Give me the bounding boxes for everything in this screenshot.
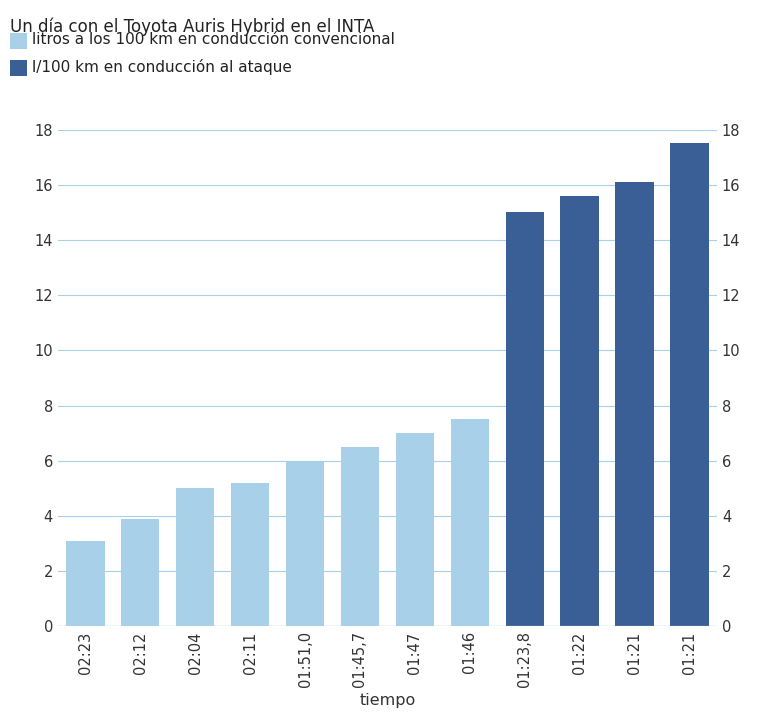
Bar [450, 419, 489, 626]
Text: l/100 km en conducción al ataque: l/100 km en conducción al ataque [32, 59, 292, 75]
Bar [561, 196, 599, 626]
Text: Un día con el Toyota Auris Hybrid en el INTA: Un día con el Toyota Auris Hybrid en el … [10, 18, 375, 37]
Bar [615, 182, 654, 626]
X-axis label: tiempo: tiempo [359, 693, 416, 708]
Bar [341, 447, 379, 626]
Bar [121, 518, 160, 626]
Bar [231, 483, 269, 626]
Bar [670, 143, 709, 626]
Bar [506, 212, 544, 626]
Bar [176, 488, 214, 626]
Bar [286, 461, 325, 626]
Text: litros a los 100 km en conducción convencional: litros a los 100 km en conducción conven… [32, 32, 396, 47]
Bar [66, 541, 105, 626]
Bar [396, 433, 434, 626]
